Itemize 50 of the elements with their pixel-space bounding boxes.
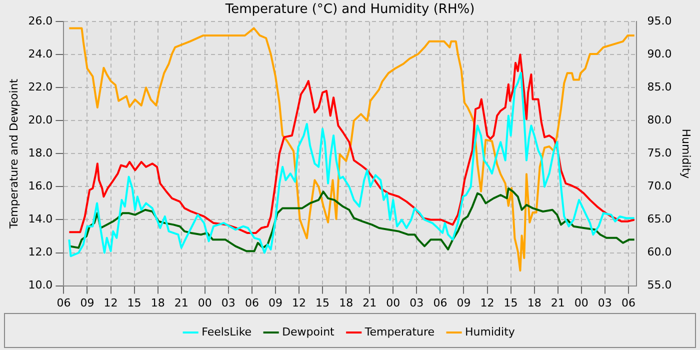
x-tick-label: 06 <box>244 296 259 310</box>
x-tick-label: 00 <box>574 296 588 310</box>
y2-tick-label: 70.0 <box>647 180 672 193</box>
legend-label: Humidity <box>465 325 516 338</box>
x-tick-label: 12 <box>480 296 494 310</box>
x-tick-label: 03 <box>410 296 424 310</box>
y2-axis-title: Humidity <box>680 128 693 180</box>
y2-tick-label: 95.0 <box>647 14 672 28</box>
x-tick-label: 15 <box>504 296 518 310</box>
x-tick-label: 15 <box>127 296 142 310</box>
x-tick-label: 21 <box>550 296 565 310</box>
x-tick-label: 06 <box>56 296 71 310</box>
x-tick-label: 06 <box>433 296 448 310</box>
x-tick-label: 06 <box>621 296 636 310</box>
y-axis-title: Temperature and Dewpoint <box>7 78 20 230</box>
y-tick-label: 24.0 <box>28 47 53 60</box>
x-tick-label: 21 <box>174 296 188 310</box>
y-tick-label: 20.0 <box>28 114 53 127</box>
chart-title: Temperature (°C) and Humidity (RH%) <box>224 2 475 18</box>
x-tick-label: 03 <box>221 296 236 310</box>
legend-label: Dewpoint <box>282 325 336 338</box>
y2-tick-label: 90.0 <box>647 47 672 60</box>
x-tick-label: 00 <box>386 296 400 310</box>
x-tick-label: 03 <box>598 296 612 310</box>
y2-tick-label: 75.0 <box>647 146 672 160</box>
y-tick-label: 18.0 <box>28 146 53 160</box>
y2-tick-label: 55.0 <box>647 278 672 292</box>
x-tick-label: 21 <box>362 296 377 310</box>
y2-tick-label: 85.0 <box>647 80 672 94</box>
x-tick-label: 09 <box>456 296 471 310</box>
y-tick-label: 10.0 <box>28 278 53 292</box>
y2-tick-label: 60.0 <box>647 246 672 259</box>
y2-tick-label: 65.0 <box>647 212 672 226</box>
y-tick-label: 14.0 <box>28 212 53 226</box>
x-tick-label: 15 <box>316 296 330 310</box>
x-tick-label: 18 <box>527 296 542 310</box>
x-tick-label: 12 <box>104 296 118 310</box>
x-tick-label: 18 <box>150 296 165 310</box>
x-tick-label: 09 <box>268 296 282 310</box>
y-tick-label: 12.0 <box>28 246 53 259</box>
y-tick-label: 22.0 <box>28 80 53 94</box>
legend-label: Temperature <box>364 325 435 338</box>
y-tick-label: 16.0 <box>28 180 53 193</box>
x-tick-label: 00 <box>198 296 212 310</box>
y-tick-label: 26.0 <box>28 14 53 28</box>
legend-label: FeelsLike <box>202 325 252 338</box>
x-tick-label: 09 <box>80 296 94 310</box>
y2-tick-label: 80.0 <box>647 114 672 127</box>
x-tick-label: 18 <box>339 296 354 310</box>
x-tick-label: 12 <box>292 296 306 310</box>
